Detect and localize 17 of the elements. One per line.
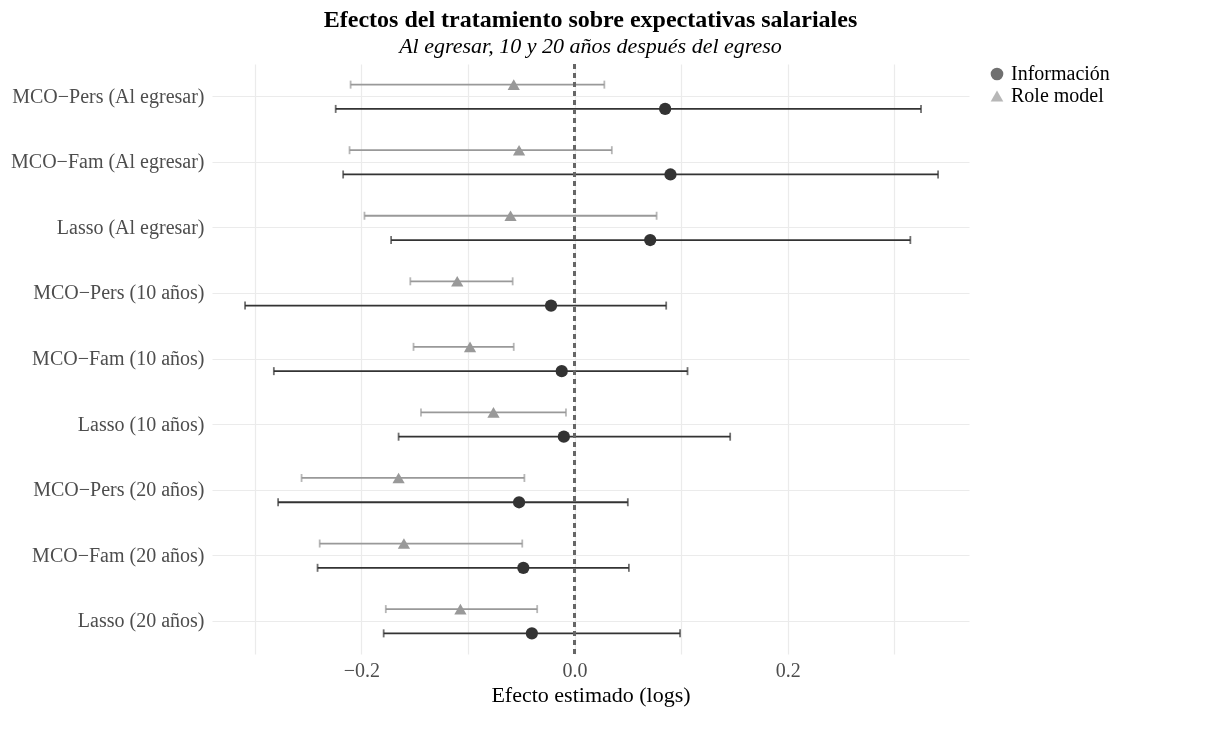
y-tick-label: MCO−Pers (Al egresar) xyxy=(12,84,205,108)
y-tick-label: MCO−Fam (20 años) xyxy=(32,543,205,567)
y-tick-label: MCO−Pers (20 años) xyxy=(33,478,205,502)
x-tick-label: 0.2 xyxy=(775,658,801,681)
y-tick-label: Lasso (10 años) xyxy=(77,412,205,436)
y-tick-label: MCO−Fam (Al egresar) xyxy=(11,150,205,174)
x-tick-label: 0.0 xyxy=(562,658,588,681)
y-tick-label: Lasso (20 años) xyxy=(77,609,205,633)
y-tick-label: Lasso (Al egresar) xyxy=(56,215,205,239)
legend-label: Información xyxy=(1011,62,1110,84)
y-tick-label: MCO−Fam (10 años) xyxy=(32,347,205,370)
chart-title: Efectos del tratamiento sobre expectativas salariales xyxy=(323,6,858,33)
x-axis-title: Efecto estimado (logs) xyxy=(491,681,691,707)
y-tick-label: MCO−Pers (10 años) xyxy=(33,281,205,305)
legend-label: Role model xyxy=(1011,84,1105,106)
x-tick-label: −0.2 xyxy=(343,658,380,681)
chart-subtitle: Al egresar, 10 y 20 años después del egreso xyxy=(397,33,782,59)
